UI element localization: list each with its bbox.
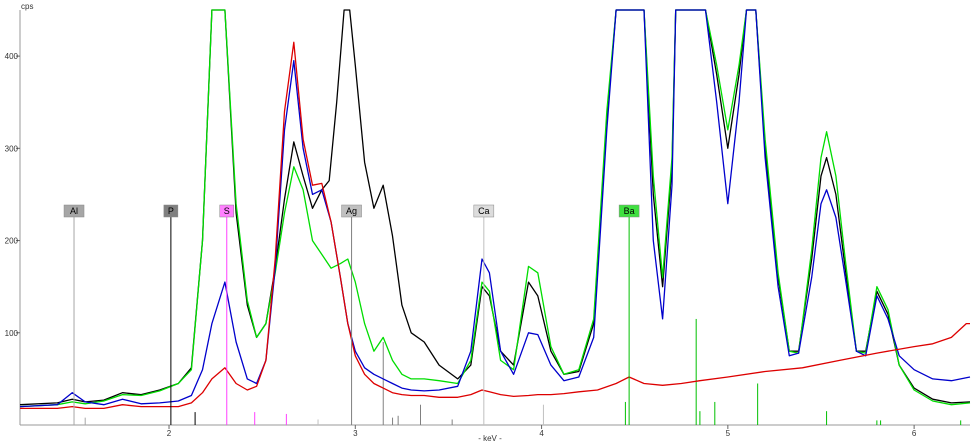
element-marker-label: Ag	[346, 206, 357, 216]
axis-ticks: 2 3 4 5 6 100 200 300 400	[5, 52, 917, 438]
reference-lines	[84, 318, 962, 425]
element-marker-label: Al	[70, 206, 78, 216]
y-tick-label: 300	[5, 144, 19, 153]
element-marker-box	[473, 204, 495, 218]
element-marker-label: S	[224, 206, 230, 216]
x-tick-label: 3	[353, 429, 358, 438]
series-line	[19, 9, 971, 408]
series-line	[19, 9, 971, 406]
element-markers: Al P S Ag Ca Ba	[63, 204, 640, 425]
element-marker-box	[219, 204, 235, 218]
x-tick-label: 4	[539, 429, 544, 438]
x-tick-label: 5	[726, 429, 731, 438]
y-tick-label: 100	[5, 329, 19, 338]
element-marker-box	[163, 204, 179, 218]
element-marker-box	[341, 204, 362, 218]
y-tick-label: 400	[5, 52, 19, 61]
x-tick-label: 6	[912, 429, 917, 438]
element-marker-label: Ca	[478, 206, 490, 216]
series-line	[19, 9, 971, 408]
element-marker-label: Ba	[624, 206, 635, 216]
x-axis-label: - keV -	[478, 434, 502, 443]
element-marker-box	[618, 204, 640, 218]
element-marker-label: P	[168, 206, 174, 216]
y-tick-label: 200	[5, 237, 19, 246]
element-marker-box	[63, 204, 85, 218]
series-group	[19, 9, 971, 410]
series-line	[20, 41, 970, 410]
x-tick-label: 2	[167, 429, 172, 438]
y-axis-label: cps	[21, 2, 33, 11]
